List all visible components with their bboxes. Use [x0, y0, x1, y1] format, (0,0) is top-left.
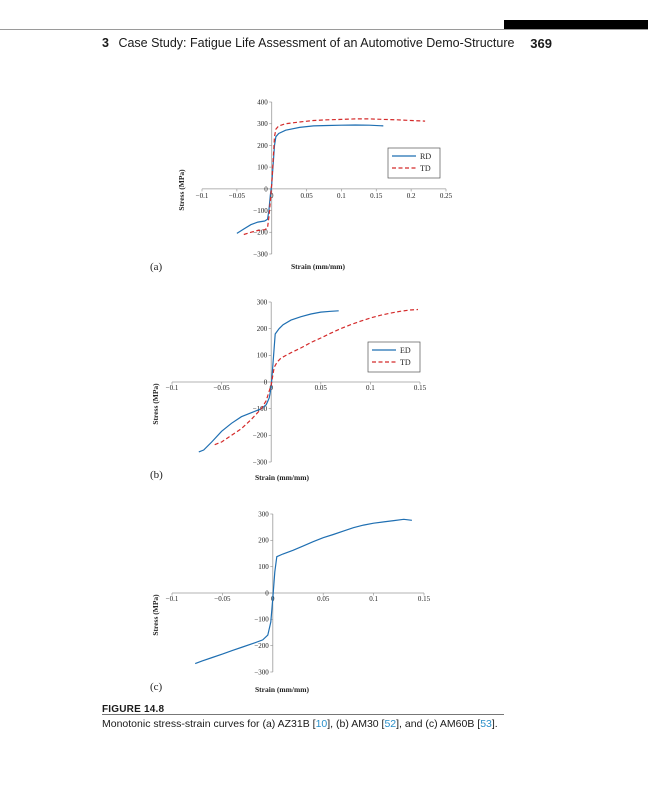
- legend-box: [387, 147, 441, 179]
- figure-caption: Monotonic stress-strain curves for (a) A…: [102, 718, 498, 730]
- x-tick-label: 0.05: [317, 595, 330, 603]
- y-tick-label: 300: [257, 120, 268, 128]
- x-axis-title: Strain (mm/mm): [255, 685, 309, 694]
- panel-label: (c): [150, 681, 163, 693]
- legend-label: TD: [400, 358, 411, 367]
- chart-a: −0.1 −0.05 0 0.05 0.1 0.15 0.2 0.25 400 300 200 100…: [150, 98, 453, 273]
- caption-ref-link[interactable]: 53: [480, 718, 492, 730]
- caption-ref-link[interactable]: 52: [384, 718, 397, 730]
- y-tick-label: −200: [253, 229, 268, 237]
- y-tick-label: 200: [258, 537, 269, 545]
- x-tick-label: 0.15: [418, 595, 431, 603]
- x-tick-label: −0.05: [213, 384, 230, 392]
- y-tick-label: −100: [254, 616, 269, 624]
- y-tick-label: 0: [264, 185, 268, 193]
- panel-label: (b): [150, 469, 163, 481]
- y-tick-label: −300: [253, 458, 268, 466]
- x-tick-label: 0.1: [369, 595, 378, 603]
- x-tick-label: −0.05: [214, 595, 231, 603]
- x-tick-label: 0.2: [407, 192, 416, 200]
- x-tick-label: −0.05: [229, 192, 246, 200]
- y-axis-title: Stress (MPa): [151, 594, 160, 636]
- header-accent-bar: [504, 20, 648, 30]
- x-tick-label: 0.05: [300, 192, 313, 200]
- header-rule: [0, 29, 648, 30]
- x-axis-title: Strain (mm/mm): [291, 262, 345, 271]
- y-tick-label: 0: [265, 589, 269, 597]
- y-tick-label: −300: [253, 250, 268, 258]
- series-line: [243, 118, 426, 236]
- figure-rule: [102, 714, 504, 715]
- y-tick-label: −200: [254, 642, 269, 650]
- x-tick-label: 0.1: [366, 384, 375, 392]
- x-tick-label: −0.1: [166, 595, 179, 603]
- y-axis-title: Stress (MPa): [177, 169, 186, 211]
- x-tick-label: 0: [270, 192, 274, 200]
- caption-text: ].: [491, 718, 498, 730]
- chart-c: −0.1 −0.05 0 0.05 0.1 0.153002001000−100−200−…: [150, 510, 431, 694]
- x-tick-label: 0.15: [370, 192, 383, 200]
- y-tick-label: 400: [257, 98, 268, 106]
- y-tick-label: −100: [253, 207, 268, 215]
- page-number: 369: [530, 36, 552, 51]
- y-tick-label: 100: [257, 352, 268, 360]
- y-tick-label: 100: [258, 563, 269, 571]
- x-tick-label: 0.1: [337, 192, 346, 200]
- series-line: [214, 308, 419, 446]
- y-tick-label: 0: [264, 378, 268, 386]
- x-tick-label: −0.1: [196, 192, 209, 200]
- x-tick-label: −0.1: [166, 384, 179, 392]
- x-tick-label: 0.25: [440, 192, 453, 200]
- legend-label: TD: [420, 164, 431, 173]
- legend-label: ED: [400, 346, 411, 355]
- series-line: [194, 518, 412, 665]
- series-line: [198, 310, 339, 453]
- chapter-number: 3: [102, 36, 109, 50]
- y-tick-label: −200: [253, 432, 268, 440]
- figure-label: FIGURE 14.8: [102, 704, 165, 715]
- x-axis-title: Strain (mm/mm): [255, 473, 309, 482]
- y-tick-label: 300: [257, 298, 268, 306]
- caption-text: Monotonic stress-strain curves for (a) A…: [102, 718, 316, 730]
- caption-text: ], (b) AM30 [: [327, 718, 385, 730]
- chapter-title: Case Study: Fatigue Life Assessment of a…: [118, 36, 515, 50]
- y-axis-title: Stress (MPa): [151, 383, 160, 425]
- y-tick-label: 200: [257, 142, 268, 150]
- x-tick-label: 0.05: [315, 384, 328, 392]
- caption-text: ], and (c) AM60B [: [396, 718, 481, 730]
- y-tick-label: 200: [257, 325, 268, 333]
- panel-label: (a): [150, 261, 163, 273]
- legend-box: [367, 341, 421, 373]
- x-tick-label: 0.15: [414, 384, 427, 392]
- running-head: 3 Case Study: Fatigue Life Assessment of…: [102, 36, 552, 54]
- caption-ref-link[interactable]: 10: [315, 718, 328, 730]
- y-tick-label: −300: [254, 668, 269, 676]
- chart-b: −0.1 −0.05 0 0.05 0.1 0.153002001000−100−200−…: [150, 298, 427, 482]
- y-tick-label: 100: [257, 164, 268, 172]
- legend-label: RD: [420, 152, 431, 161]
- y-tick-label: 300: [258, 510, 269, 518]
